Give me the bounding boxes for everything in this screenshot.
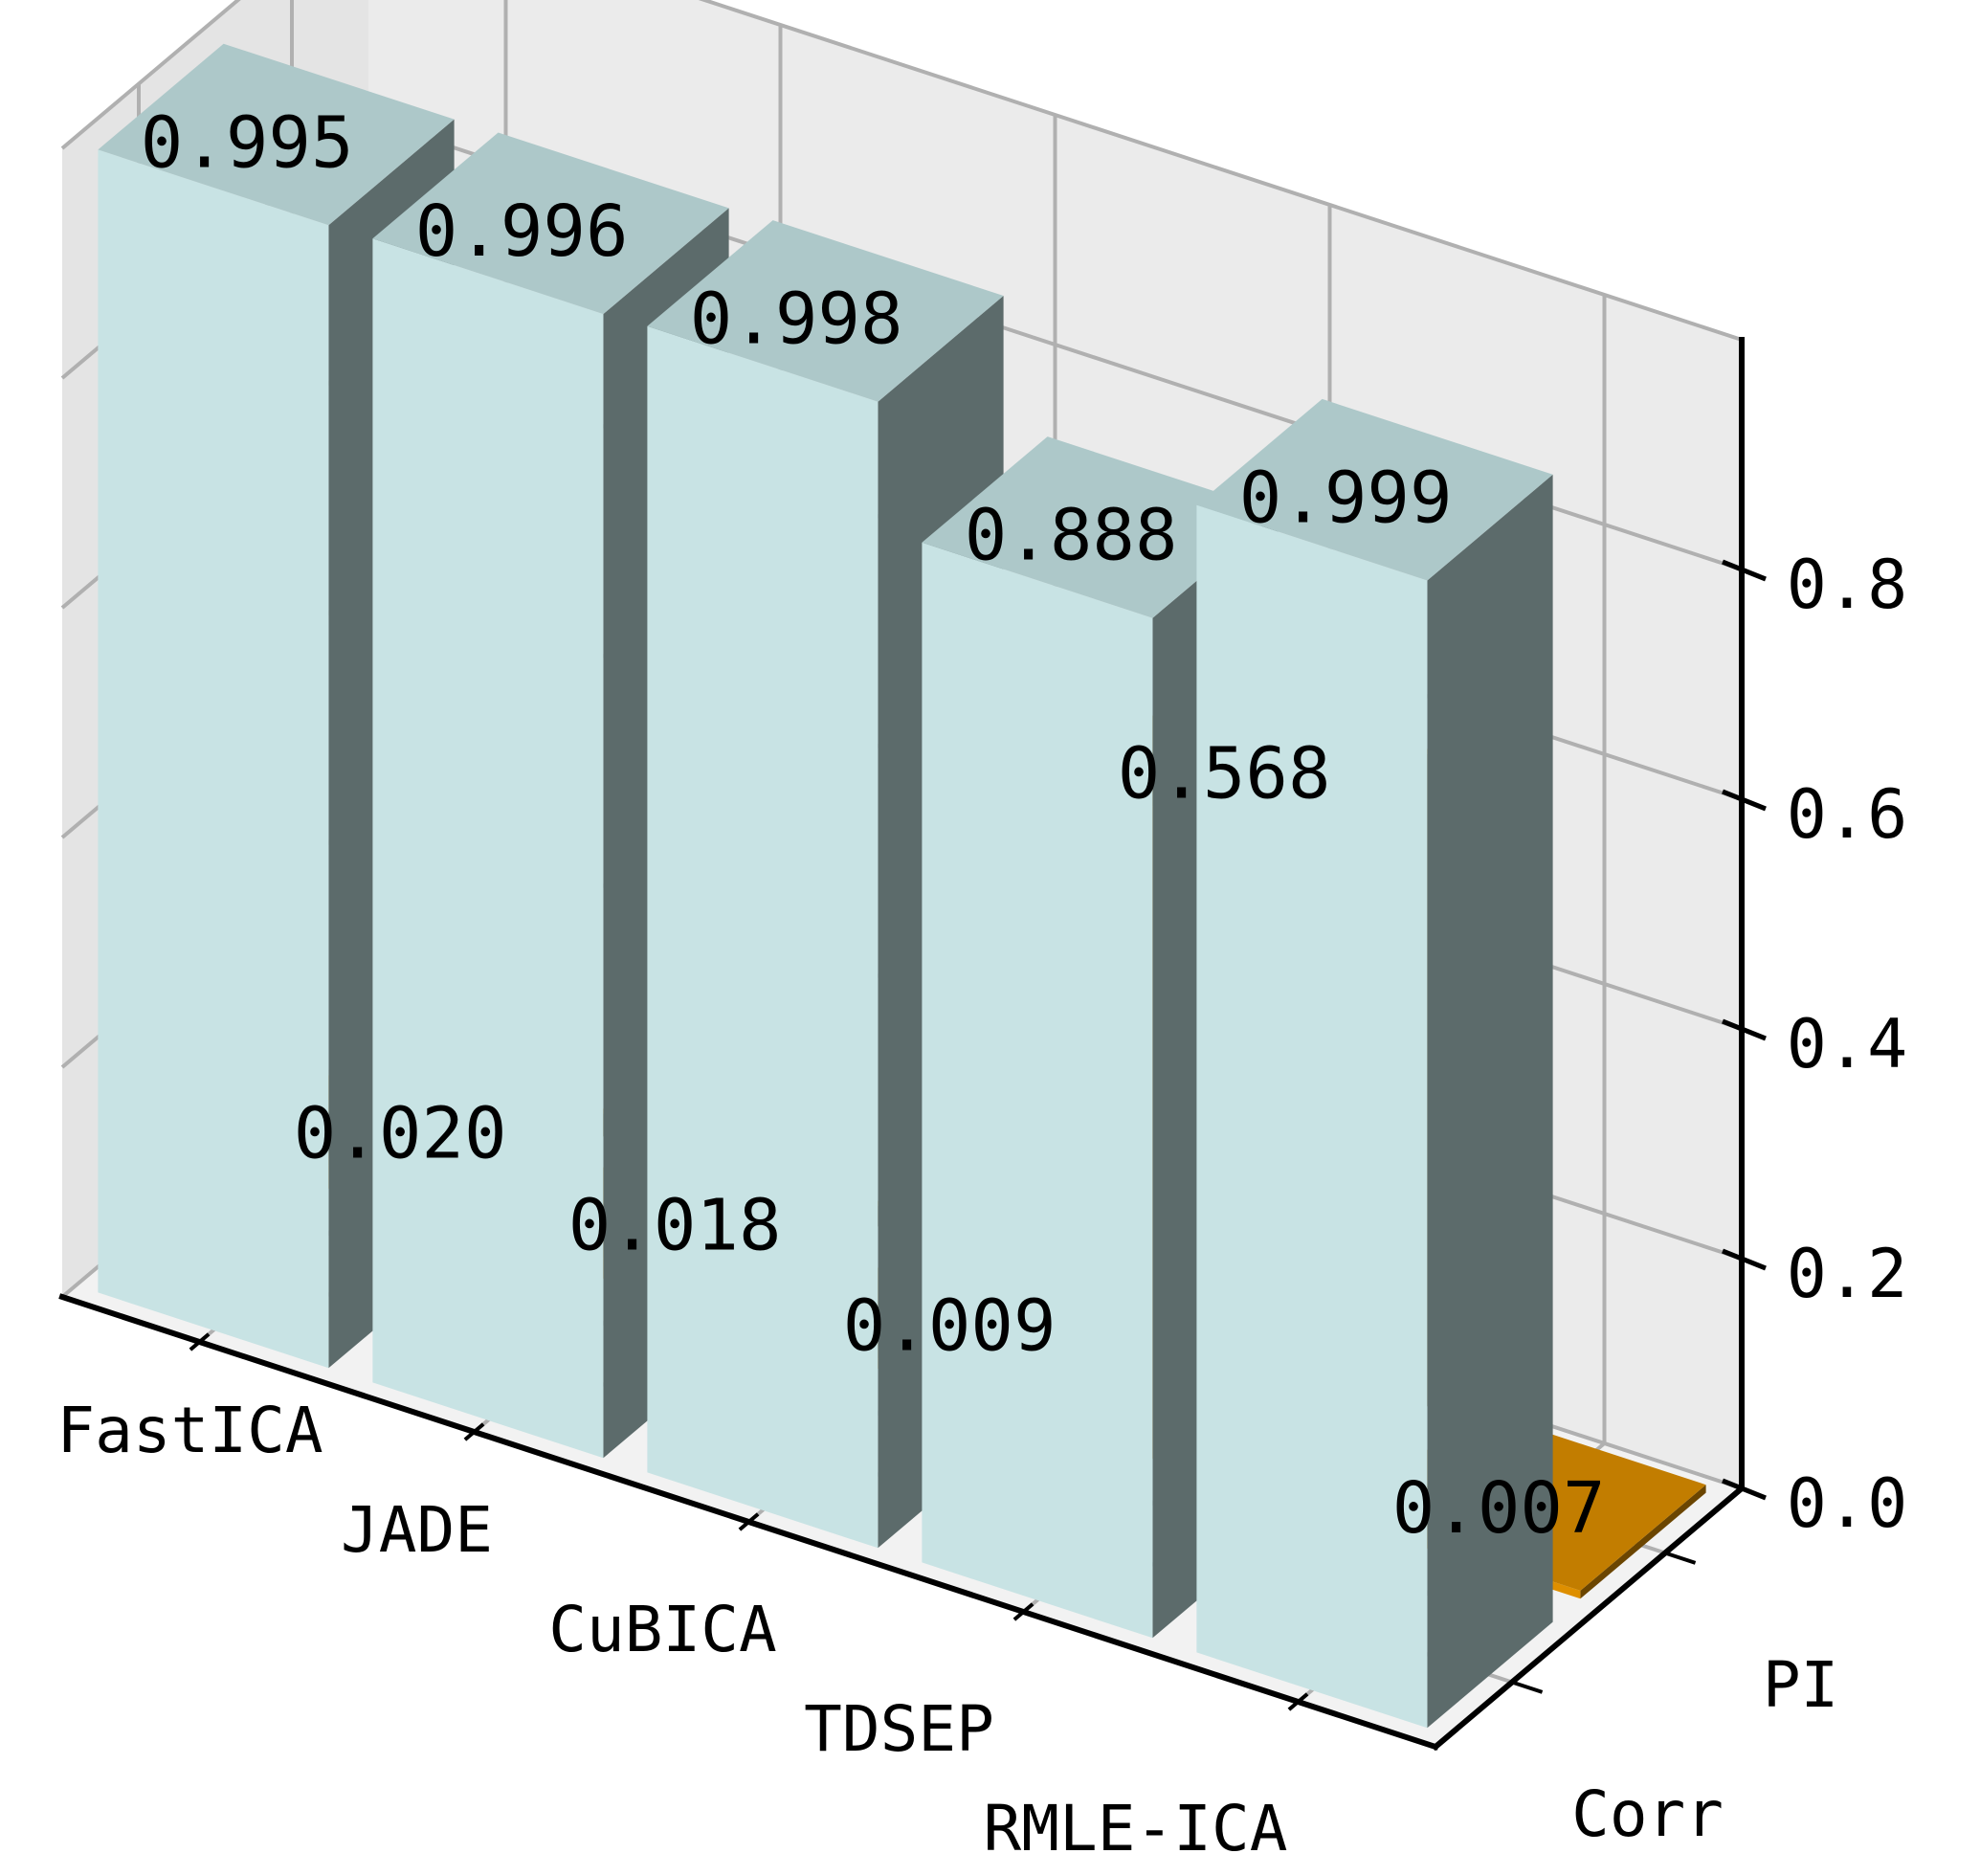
x-tick <box>1012 1602 1034 1621</box>
bar-top-face <box>98 43 455 226</box>
z-tick-label: 0.8 <box>1787 546 1907 624</box>
data-label: 0.007 <box>1392 1467 1606 1550</box>
z-tick <box>1722 789 1767 812</box>
z-tick <box>1722 1478 1767 1501</box>
z-gridline <box>60 0 1743 342</box>
y-axis-ticks: Corr PI <box>1511 1551 1838 1851</box>
bar-front-face <box>647 325 879 1549</box>
bar-front-face <box>98 149 329 1369</box>
series-label: PI <box>1763 1648 1838 1722</box>
z-tick <box>1722 559 1767 582</box>
z-tick <box>1722 1248 1767 1271</box>
z-axis-ticks: 0.0 0.2 0.4 0.6 0.8 <box>1722 546 1907 1543</box>
data-label: 0.996 <box>415 190 629 273</box>
bar-corr-rmle-ica <box>1196 398 1553 1729</box>
bars <box>98 43 1706 1729</box>
bar-front-face <box>922 542 1153 1639</box>
x-tick <box>189 1332 211 1351</box>
bar-front-face <box>372 238 604 1459</box>
bar-side-face <box>1580 1485 1706 1599</box>
category-label: FastICA <box>56 1394 323 1467</box>
category-label: TDSEP <box>804 1692 994 1766</box>
x-tick <box>1287 1692 1309 1711</box>
y-tick <box>1664 1551 1697 1565</box>
data-label: 0.998 <box>690 279 903 361</box>
z-tick-label: 0.6 <box>1787 775 1907 854</box>
z-tick-label: 0.0 <box>1787 1464 1907 1543</box>
z-tick-label: 0.4 <box>1787 1005 1907 1083</box>
y-axis-line <box>1431 1484 1746 1752</box>
category-label: JADE <box>341 1493 493 1567</box>
bar-top-face <box>1196 398 1553 581</box>
bar-side-face <box>1427 474 1553 1729</box>
data-label: 0.888 <box>965 495 1178 577</box>
data-label: 0.009 <box>843 1285 1057 1368</box>
bar-top-face <box>647 220 1004 402</box>
bar-front-face <box>1196 504 1428 1729</box>
data-labels: 0.995 0.996 0.998 0.888 0.999 0.020 0.018 0.009… <box>141 101 1606 1550</box>
data-label: 0.020 <box>294 1092 507 1174</box>
bar-top-face <box>922 436 1279 618</box>
data-label: 0.568 <box>1118 733 1331 815</box>
x-tick <box>738 1512 760 1531</box>
category-label: RMLE-ICA <box>984 1792 1288 1865</box>
data-label: 0.018 <box>568 1185 782 1267</box>
x-tick <box>463 1422 485 1441</box>
data-label: 0.999 <box>1239 458 1453 540</box>
data-label: 0.995 <box>141 101 354 184</box>
bar-top-face <box>372 132 729 315</box>
z-tick <box>1722 1018 1767 1041</box>
y-tick <box>1511 1680 1544 1694</box>
z-tick-label: 0.2 <box>1787 1235 1907 1313</box>
series-label: Corr <box>1571 1777 1724 1851</box>
category-label: CuBICA <box>548 1593 776 1666</box>
